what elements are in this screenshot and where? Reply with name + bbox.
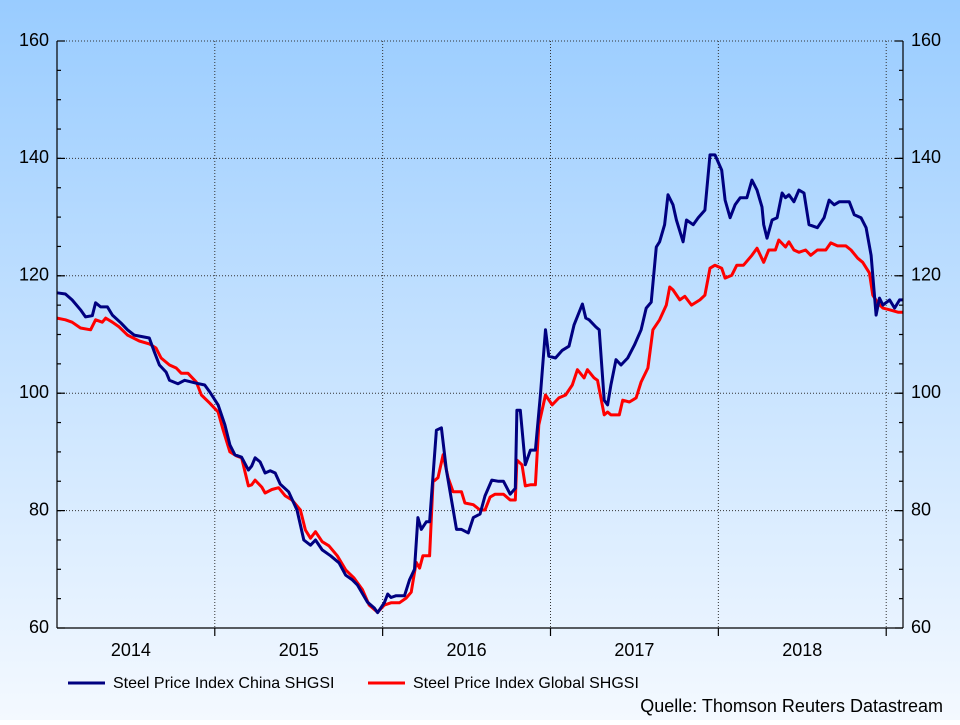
x-tick-label: 2016	[447, 640, 487, 660]
y2-tick-label: 100	[911, 382, 941, 402]
y-tick-label: 60	[29, 617, 49, 637]
y2-tick-label: 140	[911, 147, 941, 167]
legend-label: Steel Price Index Global SHGSI	[413, 675, 639, 692]
x-tick-label: 2018	[782, 640, 822, 660]
y-tick-label: 80	[29, 499, 49, 519]
series-line	[56, 238, 903, 614]
y-tick-label: 160	[19, 30, 49, 50]
x-tick-label: 2014	[111, 640, 151, 660]
y-tick-label: 140	[19, 147, 49, 167]
y2-tick-label: 60	[911, 617, 931, 637]
y2-tick-label: 120	[911, 265, 941, 285]
source-note: Quelle: Thomson Reuters Datastream	[640, 696, 943, 716]
y-tick-label: 120	[19, 265, 49, 285]
x-tick-label: 2015	[279, 640, 319, 660]
legend-label: Steel Price Index China SHGSI	[113, 675, 334, 692]
y-tick-label: 100	[19, 382, 49, 402]
y2-tick-label: 160	[911, 30, 941, 50]
series-line	[56, 153, 903, 615]
x-tick-label: 2017	[614, 640, 654, 660]
y2-tick-label: 80	[911, 499, 931, 519]
